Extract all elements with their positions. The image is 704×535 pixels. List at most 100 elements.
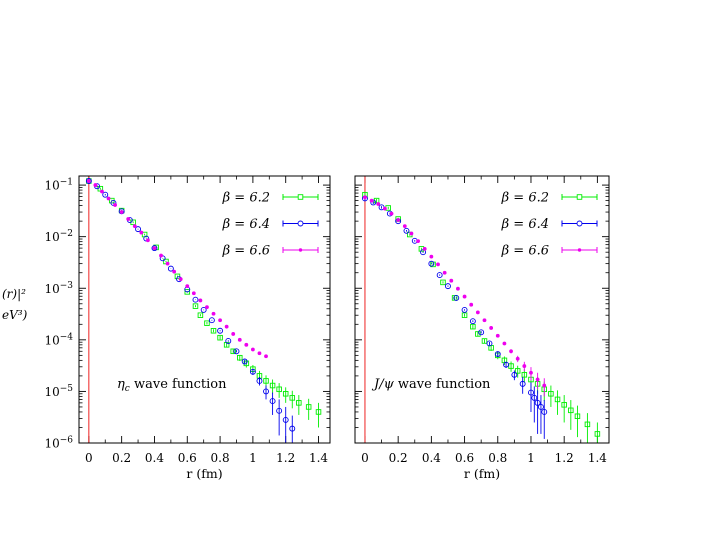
legend-label: β = 6.6 xyxy=(501,244,549,259)
data-point xyxy=(244,342,249,347)
plot-frame xyxy=(354,175,610,444)
data-point xyxy=(568,407,574,414)
data-point xyxy=(106,196,111,201)
data-point xyxy=(282,391,289,397)
data-point xyxy=(315,409,322,415)
data-point xyxy=(249,368,256,375)
ylabel-fragment-bottom: eV³) xyxy=(2,308,28,322)
x-tick-label: 0.8 xyxy=(488,451,507,465)
data-point xyxy=(218,318,222,323)
data-point xyxy=(243,360,250,367)
data-point xyxy=(276,407,283,414)
legend-marker xyxy=(576,194,583,200)
data-point xyxy=(198,298,203,303)
x-tick-label: 0.4 xyxy=(422,451,441,465)
data-point xyxy=(205,305,209,310)
data-point xyxy=(102,191,109,198)
data-point xyxy=(445,283,451,290)
data-point xyxy=(534,399,541,406)
data-point xyxy=(197,312,204,318)
data-point xyxy=(461,312,468,318)
data-point xyxy=(132,224,137,229)
data-point xyxy=(436,262,440,267)
data-point xyxy=(462,294,467,299)
annotation: J/ψ wave function xyxy=(371,377,491,392)
x-tick-label: 1 xyxy=(527,451,535,465)
data-point xyxy=(469,302,474,307)
data-point xyxy=(416,239,420,244)
data-point xyxy=(211,311,216,316)
data-point xyxy=(461,306,468,313)
data-point xyxy=(449,278,454,283)
plot-frame xyxy=(78,175,331,444)
data-point xyxy=(165,261,170,266)
plot-area xyxy=(85,178,322,443)
data-point xyxy=(456,286,460,291)
data-point xyxy=(231,332,236,336)
data-point xyxy=(200,306,207,313)
data-point xyxy=(269,382,276,389)
data-point xyxy=(382,206,387,211)
legend-label: β = 6.4 xyxy=(222,217,270,232)
data-point xyxy=(529,370,533,375)
x-tick-label: 0.8 xyxy=(211,451,230,465)
legend-marker xyxy=(297,220,304,227)
data-point xyxy=(442,270,447,275)
data-point xyxy=(93,183,98,187)
data-point xyxy=(185,284,190,289)
data-point xyxy=(184,289,191,295)
data-point xyxy=(515,356,520,361)
data-point xyxy=(494,351,501,358)
y-tick-label: 10−5 xyxy=(44,384,73,399)
data-point xyxy=(225,338,232,344)
data-point xyxy=(217,327,224,334)
data-point xyxy=(469,318,476,325)
x-tick-label: 1.4 xyxy=(309,451,328,465)
x-axis-label: r (fm) xyxy=(464,466,500,481)
legend: β = 6.2 β = 6.4 β = 6.6 xyxy=(222,191,319,259)
data-point xyxy=(396,218,401,222)
data-point xyxy=(436,272,443,279)
data-point xyxy=(519,380,526,387)
x-tick-label: 0 xyxy=(361,451,369,465)
data-point xyxy=(535,377,540,382)
data-point xyxy=(584,421,591,428)
data-point xyxy=(489,326,494,330)
series-circle xyxy=(362,195,548,439)
x-tick-label: 0.2 xyxy=(112,451,131,465)
data-point xyxy=(192,296,199,303)
legend-label: β = 6.2 xyxy=(222,191,270,206)
data-point xyxy=(541,408,548,415)
data-point xyxy=(481,338,488,344)
data-point xyxy=(237,337,242,342)
data-point xyxy=(514,368,521,374)
data-point xyxy=(191,291,196,296)
data-point xyxy=(264,354,268,359)
data-point xyxy=(594,431,601,437)
data-point xyxy=(508,363,514,369)
data-point xyxy=(305,404,312,410)
data-point xyxy=(178,277,183,282)
annotation: ηc wave function xyxy=(117,377,227,394)
y-tick-label: 10−4 xyxy=(44,332,73,347)
data-point xyxy=(263,378,269,384)
data-point xyxy=(363,195,367,200)
data-point xyxy=(224,324,229,329)
data-point xyxy=(429,254,434,259)
data-point xyxy=(522,364,527,368)
data-point xyxy=(373,197,380,204)
y-tick-label: 10−3 xyxy=(44,281,73,296)
data-point xyxy=(159,253,163,258)
x-tick-label: 1.4 xyxy=(588,451,607,465)
panel-eta-c: 10−6 10−5 10−4 10−3 10−2 10−1 0 0.2 0.4 0.6 0.8 1 1.… xyxy=(44,175,331,481)
x-tick-label: 0.4 xyxy=(145,451,164,465)
data-point xyxy=(503,361,510,368)
data-point xyxy=(100,189,104,194)
data-point xyxy=(296,400,302,406)
y-tick-label: 10−6 xyxy=(44,436,73,451)
data-point xyxy=(263,388,269,395)
legend-marker xyxy=(298,248,303,252)
data-point xyxy=(537,403,544,410)
data-point xyxy=(574,413,581,420)
